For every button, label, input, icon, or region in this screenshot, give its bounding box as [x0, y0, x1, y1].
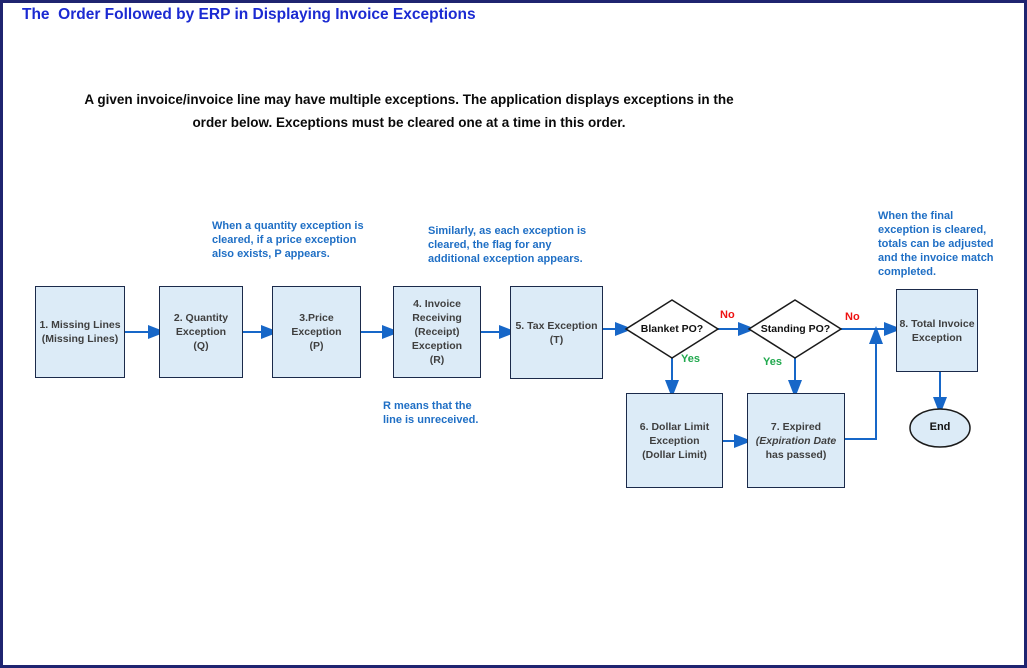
yes-label-decision2: Yes	[763, 356, 782, 368]
end-terminator	[909, 408, 971, 448]
intro-text: A given invoice/invoice line may have mu…	[84, 92, 734, 130]
step3-box: 3.Price Exception (P)	[272, 286, 361, 378]
annotation-quantity: When a quantity exception is cleared, if…	[212, 220, 364, 260]
step5-box: 5. Tax Exception (T)	[510, 286, 603, 379]
flow-arrows	[125, 322, 947, 448]
annotation-similarly: Similarly, as each exception is cleared,…	[428, 225, 587, 265]
step4-box: 4. Invoice Receiving (Receipt) Exception…	[393, 286, 481, 378]
decision2-label: Standing PO?	[760, 323, 831, 335]
step7-line2: (Expiration Date	[755, 434, 837, 447]
annotation-final: When the final exception is cleared, tot…	[878, 210, 994, 278]
step7-line1: 7. Expired	[770, 420, 822, 433]
step7-line3: has passed)	[765, 448, 827, 461]
step6-box: 6. Dollar Limit Exception (Dollar Limit)	[626, 393, 723, 488]
arrow-step7-join	[845, 326, 883, 440]
no-label-decision2: No	[845, 311, 860, 323]
step8-box: 8. Total Invoice Exception	[896, 289, 978, 372]
yes-label-decision1: Yes	[681, 353, 700, 365]
decision1-label: Blanket PO?	[640, 323, 704, 335]
step7-box: 7. Expired (Expiration Date has passed)	[747, 393, 845, 488]
decision1-diamond	[624, 299, 720, 359]
step2-box: 2. Quantity Exception (Q)	[159, 286, 243, 378]
no-label-decision1: No	[720, 309, 735, 321]
step7-label: 7. Expired (Expiration Date has passed)	[756, 420, 837, 462]
end-label: End	[929, 421, 951, 433]
annotation-unreceived: R means that the line is unreceived.	[383, 400, 479, 426]
page-title: The Order Followed by ERP in Displaying …	[22, 6, 476, 23]
decision2-diamond	[747, 299, 843, 359]
step1-box: 1. Missing Lines (Missing Lines)	[35, 286, 125, 378]
